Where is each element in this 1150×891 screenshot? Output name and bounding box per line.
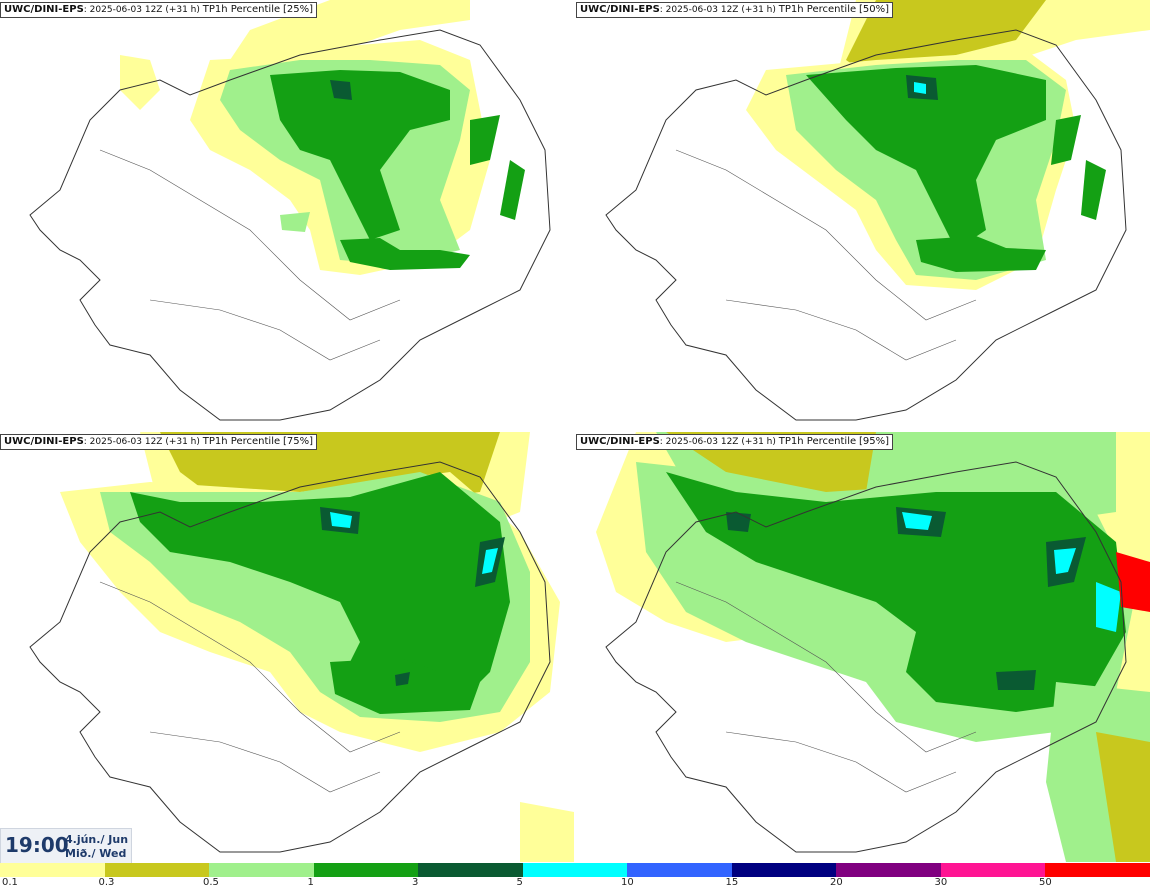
colorbar-label: 30 xyxy=(934,877,948,888)
colorbar-segment xyxy=(313,863,419,877)
map-panel-p25: UWC/DINI-EPS: 2025-06-03 12Z (+31 h) TP1… xyxy=(0,0,574,430)
valid-time: 19:00 xyxy=(5,833,69,857)
valid-date-line2: Mið./ Wed xyxy=(65,847,127,860)
panel-title-p75: UWC/DINI-EPS: 2025-06-03 12Z (+31 h) TP1… xyxy=(0,434,318,450)
colorbar-label: 50 xyxy=(1039,877,1052,888)
panel-run: 2025-06-03 12Z (+31 h) xyxy=(665,5,776,15)
colorbar-label: 0.3 xyxy=(98,877,115,888)
panel-title-p50: UWC/DINI-EPS: 2025-06-03 12Z (+31 h) TP1… xyxy=(576,2,894,18)
colorbar-segment xyxy=(418,863,524,877)
panel-source: UWC/DINI-EPS xyxy=(4,4,84,15)
panel-variable: TP1h Percentile xyxy=(202,4,281,15)
panel-run: 2025-06-03 12Z (+31 h) xyxy=(89,437,200,447)
panel-variable: TP1h Percentile xyxy=(778,436,857,447)
panel-percentile: [50%] xyxy=(859,4,890,15)
colorbar-label: 3 xyxy=(412,877,419,888)
valid-time-box: 19:00 4.jún./ Jun Mið./ Wed xyxy=(0,828,132,864)
precip-map-p95 xyxy=(596,432,1150,862)
colorbar-label: 15 xyxy=(725,877,739,888)
colorbar-segment xyxy=(0,863,106,877)
colorbar-segment xyxy=(209,863,315,877)
map-panel-p95: UWC/DINI-EPS: 2025-06-03 12Z (+31 h) TP1… xyxy=(576,432,1150,862)
map-panel-p75: UWC/DINI-EPS: 2025-06-03 12Z (+31 h) TP1… xyxy=(0,432,574,862)
panel-percentile: [25%] xyxy=(283,4,314,15)
panel-variable: TP1h Percentile xyxy=(778,4,857,15)
colorbar-segment xyxy=(1045,863,1150,877)
colorbar-label: 20 xyxy=(830,877,843,888)
colorbar-label: 0.1 xyxy=(2,877,18,888)
colorbar: 0.1 0.3 0.5 1 3 5 10 15 20 30 50 xyxy=(0,863,1150,891)
colorbar-label: 0.5 xyxy=(203,877,219,888)
panel-percentile: [75%] xyxy=(283,436,314,447)
panel-title-p95: UWC/DINI-EPS: 2025-06-03 12Z (+31 h) TP1… xyxy=(576,434,894,450)
panel-run: 2025-06-03 12Z (+31 h) xyxy=(89,5,200,15)
precip-map-p50 xyxy=(605,0,1150,421)
panel-variable: TP1h Percentile xyxy=(202,436,281,447)
colorbar-segment xyxy=(836,863,942,877)
colorbar-label: 1 xyxy=(307,877,314,888)
valid-date-line1: 4.jún./ Jun xyxy=(65,833,129,846)
precip-map-p25 xyxy=(29,0,551,421)
map-panel-p50: UWC/DINI-EPS: 2025-06-03 12Z (+31 h) TP1… xyxy=(576,0,1150,430)
colorbar-label: 5 xyxy=(516,877,523,888)
colorbar-segment xyxy=(731,863,837,877)
precip-map-p75 xyxy=(29,432,574,862)
panel-percentile: [95%] xyxy=(859,436,890,447)
panel-source: UWC/DINI-EPS xyxy=(4,436,84,447)
panel-source: UWC/DINI-EPS xyxy=(580,4,660,15)
panel-source: UWC/DINI-EPS xyxy=(580,436,660,447)
colorbar-segment xyxy=(940,863,1046,877)
colorbar-label: 10 xyxy=(621,877,634,888)
colorbar-segment xyxy=(627,863,733,877)
colorbar-segment xyxy=(104,863,210,877)
colorbar-segment xyxy=(522,863,628,877)
panel-run: 2025-06-03 12Z (+31 h) xyxy=(665,437,776,447)
panel-title-p25: UWC/DINI-EPS: 2025-06-03 12Z (+31 h) TP1… xyxy=(0,2,318,18)
